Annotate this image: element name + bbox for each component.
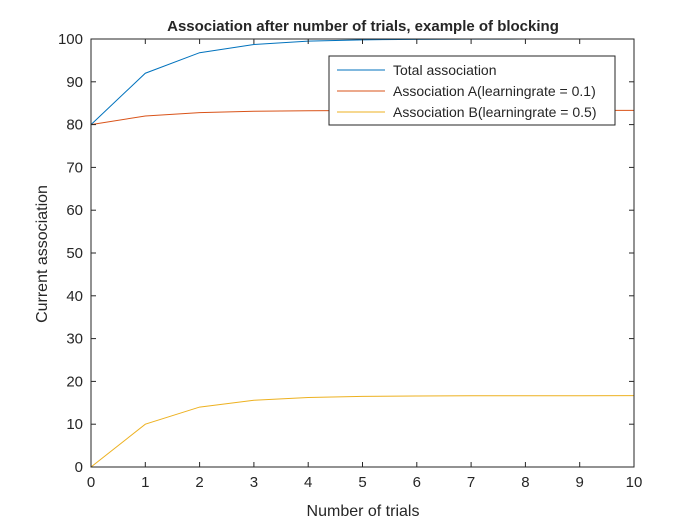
y-tick-label: 90 <box>66 74 83 91</box>
x-tick-label: 3 <box>250 474 258 491</box>
legend-label: Total association <box>393 62 497 78</box>
x-tick-label: 7 <box>467 474 475 491</box>
x-tick-label: 5 <box>358 474 366 491</box>
series-line-3 <box>90 395 635 468</box>
y-tick-label: 10 <box>66 416 83 433</box>
x-tick-label: 2 <box>195 474 203 491</box>
y-tick-label: 20 <box>66 373 83 390</box>
y-tick-label: 40 <box>66 288 83 305</box>
y-tick-label: 80 <box>66 117 83 134</box>
x-tick-label: 1 <box>141 474 149 491</box>
legend: Total association Association A(learningr… <box>328 55 616 126</box>
chart-title: Association after number of trials, exam… <box>167 18 559 35</box>
y-tick-label: 30 <box>66 331 83 348</box>
y-tick-label: 100 <box>58 31 83 48</box>
legend-label: Association A(learningrate = 0.1) <box>393 83 596 99</box>
x-tick-label: 10 <box>626 474 643 491</box>
x-tick-label: 8 <box>521 474 529 491</box>
x-tick-label: 4 <box>304 474 312 491</box>
legend-label: Association B(learningrate = 0.5) <box>393 104 597 120</box>
x-tick-label: 6 <box>413 474 421 491</box>
y-tick-label: 0 <box>75 459 83 476</box>
x-tick-label: 9 <box>576 474 584 491</box>
y-tick-label: 50 <box>66 245 83 262</box>
y-axis-label: Current association <box>34 185 51 323</box>
x-tick-label: 0 <box>87 474 95 491</box>
y-tick-label: 70 <box>66 159 83 176</box>
x-axis-label: Number of trials <box>307 503 420 520</box>
y-tick-label: 60 <box>66 202 83 219</box>
